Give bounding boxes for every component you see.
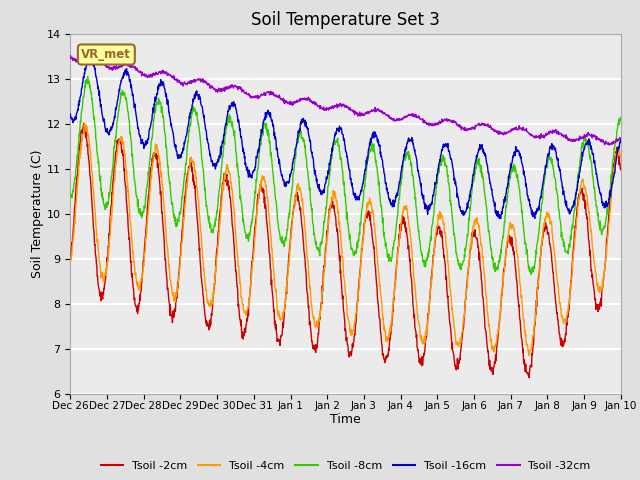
Legend: Tsoil -2cm, Tsoil -4cm, Tsoil -8cm, Tsoil -16cm, Tsoil -32cm: Tsoil -2cm, Tsoil -4cm, Tsoil -8cm, Tsoi… <box>96 457 595 476</box>
X-axis label: Time: Time <box>330 413 361 426</box>
Title: Soil Temperature Set 3: Soil Temperature Set 3 <box>251 11 440 29</box>
Y-axis label: Soil Temperature (C): Soil Temperature (C) <box>31 149 44 278</box>
Text: VR_met: VR_met <box>81 48 131 61</box>
